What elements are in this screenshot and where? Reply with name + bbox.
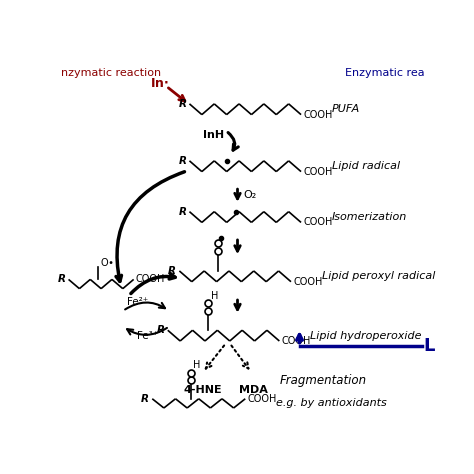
Text: H: H <box>193 360 201 370</box>
Text: Lipid peroxyl radical: Lipid peroxyl radical <box>322 271 435 282</box>
Text: H: H <box>211 291 219 301</box>
Text: O$\bullet$: O$\bullet$ <box>100 256 114 268</box>
Text: Fe³⁺: Fe³⁺ <box>137 331 158 341</box>
Text: Lipid radical: Lipid radical <box>332 161 400 171</box>
Text: InH: InH <box>202 130 224 140</box>
Text: COOH: COOH <box>303 109 333 119</box>
Text: Enzymatic rea: Enzymatic rea <box>346 68 425 78</box>
Text: O₂: O₂ <box>244 191 257 201</box>
Text: L: L <box>423 337 435 355</box>
Text: COOH: COOH <box>303 218 333 228</box>
Text: PUFA: PUFA <box>332 104 360 114</box>
Text: R: R <box>141 394 149 404</box>
Text: COOH: COOH <box>303 166 333 177</box>
Text: R: R <box>57 274 65 284</box>
Text: 4-HNE: 4-HNE <box>183 385 222 395</box>
Text: Isomerization: Isomerization <box>332 212 407 222</box>
Text: Lipid hydroperoxide: Lipid hydroperoxide <box>310 331 422 341</box>
Text: R: R <box>178 207 186 217</box>
Text: COOH: COOH <box>293 277 323 287</box>
Text: R: R <box>178 156 186 166</box>
Text: Fragmentation: Fragmentation <box>279 374 366 387</box>
Text: R: R <box>178 99 186 109</box>
Text: MDA: MDA <box>238 385 267 395</box>
Text: nzymatic reaction: nzymatic reaction <box>61 68 161 78</box>
Text: COOH: COOH <box>136 274 165 284</box>
Text: Fe²⁺: Fe²⁺ <box>127 297 148 307</box>
Text: COOH: COOH <box>282 336 311 346</box>
Text: R: R <box>168 266 176 276</box>
Text: e.g. by antioxidants: e.g. by antioxidants <box>276 398 387 409</box>
Text: In$\mathbf{\cdot}$: In$\mathbf{\cdot}$ <box>151 77 170 90</box>
Text: COOH: COOH <box>247 394 277 404</box>
Text: R: R <box>156 325 164 335</box>
